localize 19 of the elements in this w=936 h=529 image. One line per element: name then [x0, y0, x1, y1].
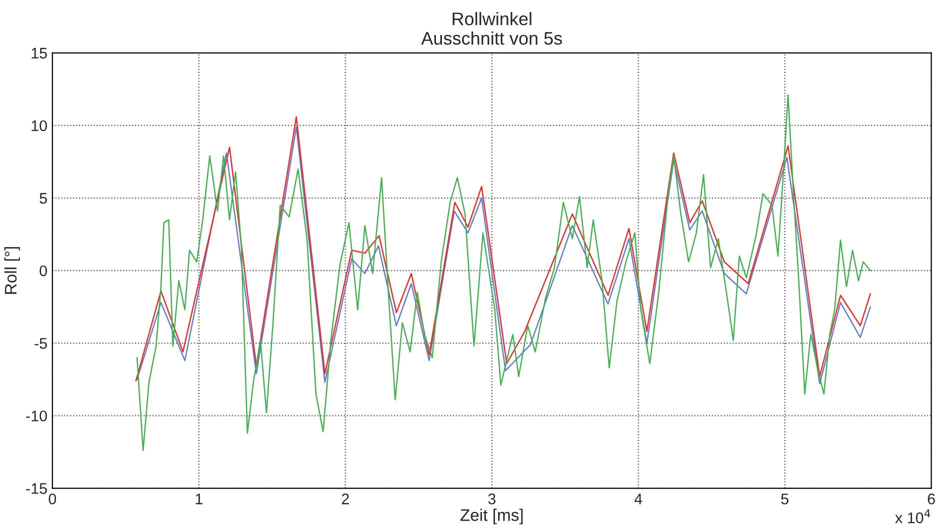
x-tick-label: 4 [634, 494, 642, 504]
x-axis-title: Zeit [ms] [460, 508, 523, 524]
y-tick-label: 0 [40, 265, 47, 276]
x-tick-label: 2 [342, 494, 349, 504]
y-tick-label: 15 [32, 48, 47, 59]
y-tick-label: -15 [26, 483, 47, 494]
x-tick-label: 3 [488, 494, 496, 504]
x-tick-label: 6 [928, 494, 935, 504]
y-axis-title: Roll [°] [4, 247, 20, 294]
text: x 10$^{4}$ [895, 509, 930, 524]
line-series [136, 94, 872, 452]
chart-title: Rollwinkel Ausschnitt von 5s [421, 12, 562, 45]
y-tick-label: -5 [34, 338, 47, 349]
x-tick-label: 1 [196, 494, 202, 504]
x-tick-label: 0 [48, 494, 56, 504]
y-tick-label: 10 [32, 120, 47, 132]
y-tick-label: 5 [40, 193, 47, 204]
y-tick-label: -10 [26, 410, 47, 422]
x-tick-label: 5 [781, 494, 788, 504]
